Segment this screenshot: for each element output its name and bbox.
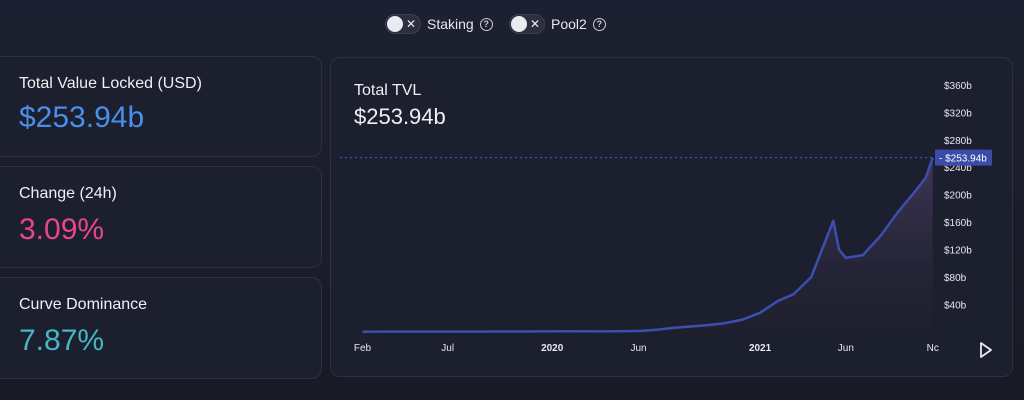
staking-toggle-label: Staking <box>427 16 474 32</box>
y-tick-label: $320b <box>944 108 972 119</box>
x-tick-label: Jul <box>441 343 454 354</box>
change-card-title: Change (24h) <box>19 185 117 202</box>
tvl-chart-panel: $40b $80b $120b $160b $200b $240b $280b $320b $3… <box>330 57 1013 377</box>
staking-help-icon[interactable]: ? <box>479 17 493 31</box>
toggle-knob <box>511 16 527 32</box>
toggle-knob <box>387 16 403 32</box>
current-value-label: - $253.94b <box>939 154 987 165</box>
staking-toggle[interactable]: ✕ <box>385 14 421 34</box>
pool2-toggle[interactable]: ✕ <box>509 14 545 34</box>
x-tick-label: Nc <box>927 343 939 354</box>
pool2-toggle-label: Pool2 <box>551 16 587 32</box>
chart-title: Total TVL <box>354 82 422 99</box>
change-card-value: 3.09% <box>19 213 105 246</box>
y-tick-label: $280b <box>944 136 972 147</box>
y-tick-label: $80b <box>944 273 967 284</box>
tvl-card-value: $253.94b <box>19 101 145 134</box>
toggle-bar: ✕ Staking ? ✕ Pool2 ? <box>0 12 1024 36</box>
y-tick-label: $360b <box>944 81 972 92</box>
x-tick-label: Jun <box>630 343 646 354</box>
tvl-card-title: Total Value Locked (USD) <box>19 75 202 92</box>
tvl-chart[interactable]: $40b $80b $120b $160b $200b $240b $280b $320b $3… <box>331 58 1012 376</box>
y-tick-label: $200b <box>944 191 972 202</box>
x-tick-label: 2020 <box>541 343 564 354</box>
staking-toggle-group: ✕ Staking ? <box>385 12 493 36</box>
toggle-off-icon: ✕ <box>529 17 540 31</box>
pool2-help-icon[interactable]: ? <box>592 17 606 31</box>
x-tick-label: 2021 <box>749 343 772 354</box>
current-value-badge <box>935 149 992 166</box>
dominance-card-title: Curve Dominance <box>19 296 148 313</box>
y-tick-label: $40b <box>944 301 967 312</box>
dominance-card-value: 7.87% <box>19 324 105 357</box>
change-card: Change (24h) 3.09% <box>0 166 322 268</box>
pool2-toggle-group: ✕ Pool2 ? <box>509 12 606 36</box>
x-tick-label: Jun <box>838 343 854 354</box>
tvl-area <box>362 157 933 332</box>
y-tick-label: $160b <box>944 218 972 229</box>
tvl-line <box>362 157 934 333</box>
play-icon[interactable] <box>979 342 993 358</box>
y-tick-label: $240b <box>944 163 972 174</box>
toggle-off-icon: ✕ <box>405 17 416 31</box>
x-tick-label: Feb <box>354 343 372 354</box>
chart-value: $253.94b <box>354 104 446 129</box>
dominance-card: Curve Dominance 7.87% <box>0 277 322 379</box>
y-tick-label: $120b <box>944 246 972 257</box>
tvl-card: Total Value Locked (USD) $253.94b <box>0 56 322 157</box>
